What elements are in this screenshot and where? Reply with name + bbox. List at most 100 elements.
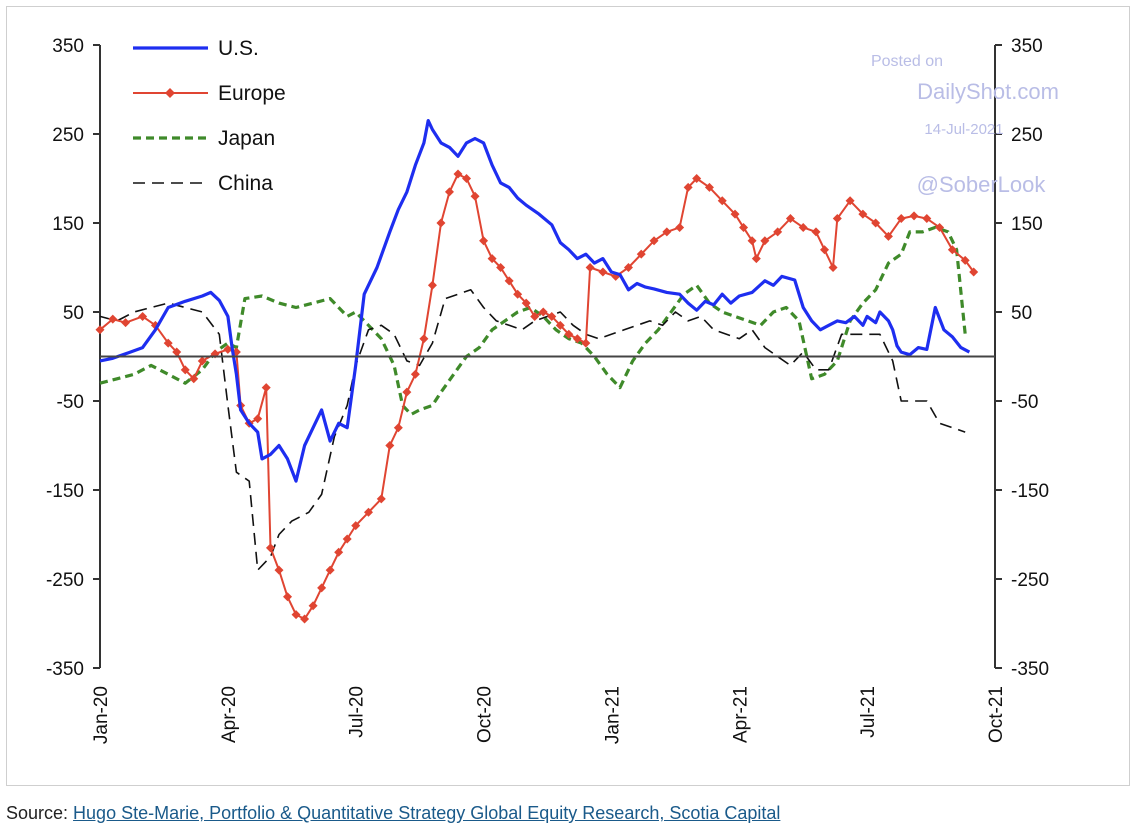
left-y-tick-label: -50 <box>57 392 84 413</box>
series-marker-europe <box>479 236 489 246</box>
series-marker-europe <box>427 280 437 290</box>
series-marker-europe <box>747 236 757 246</box>
series-marker-europe <box>487 254 497 264</box>
series-marker-europe <box>342 534 352 544</box>
series-marker-europe <box>163 338 173 348</box>
watermark-posted-on: Posted on <box>871 53 943 70</box>
right-y-tick-label: 350 <box>1011 36 1043 57</box>
series-marker-europe <box>845 196 855 206</box>
series-marker-europe <box>636 249 646 259</box>
x-tick-label: Apr-21 <box>730 686 751 743</box>
series-marker-europe <box>402 387 412 397</box>
left-y-tick-label: -150 <box>46 481 84 502</box>
series-marker-europe <box>138 311 148 321</box>
right-y-tick-label: 150 <box>1011 214 1043 235</box>
series-marker-europe <box>496 263 506 272</box>
series-marker-europe <box>223 344 233 354</box>
series-marker-europe <box>547 311 557 321</box>
series-marker-europe <box>274 565 284 575</box>
series-marker-europe <box>419 334 429 344</box>
watermark-date: 14-Jul-2021 <box>924 121 1003 138</box>
series-marker-europe <box>683 182 693 192</box>
series-marker-europe <box>265 543 275 553</box>
series-marker-europe <box>351 521 361 531</box>
series-marker-europe <box>317 583 327 593</box>
series-marker-europe <box>504 276 514 286</box>
x-tick-label: Oct-20 <box>475 686 496 743</box>
series-marker-europe <box>253 414 263 424</box>
series-marker-europe <box>364 507 373 517</box>
series-marker-europe <box>798 222 808 232</box>
series-marker-europe <box>121 318 131 328</box>
series-marker-europe <box>555 320 565 330</box>
series-marker-europe <box>462 174 472 183</box>
series-marker-europe <box>538 307 548 317</box>
source-link[interactable]: Hugo Ste-Marie, Portfolio & Quantitative… <box>73 803 781 823</box>
series-marker-europe <box>513 289 523 299</box>
series-line-europe <box>99 173 975 620</box>
series-marker-europe <box>960 255 970 265</box>
x-tick-label: Jan-21 <box>602 686 623 744</box>
source-note: Source: Hugo Ste-Marie, Portfolio & Quan… <box>6 803 780 824</box>
legend-label-japan: Japan <box>218 127 275 150</box>
series-marker-europe <box>291 610 301 620</box>
x-tick-label: Jul-20 <box>347 686 368 738</box>
series-marker-europe <box>444 187 454 197</box>
source-prefix: Source: <box>6 803 74 823</box>
series-marker-europe <box>598 267 608 277</box>
series-marker-europe <box>189 374 199 384</box>
series-line-japan <box>99 225 967 416</box>
series-marker-europe <box>300 614 310 624</box>
right-y-tick-label: 250 <box>1011 125 1043 146</box>
series-marker-europe <box>730 209 740 219</box>
series-marker-europe <box>376 494 386 504</box>
series-marker-europe <box>470 191 480 201</box>
series-marker-europe <box>261 383 271 393</box>
series-marker-europe <box>393 423 403 433</box>
legend-marker-europe <box>165 88 175 98</box>
series-marker-europe <box>922 214 932 224</box>
left-y-tick-label: 350 <box>52 36 84 57</box>
left-y-tick-label: -350 <box>46 659 84 680</box>
right-y-tick-label: -50 <box>1011 392 1038 413</box>
legend-label-china: China <box>218 172 273 195</box>
series-marker-europe <box>935 222 945 232</box>
right-y-tick-label: -350 <box>1011 659 1049 680</box>
series-marker-europe <box>760 236 770 246</box>
left-y-tick-label: 250 <box>52 125 84 146</box>
series-marker-europe <box>692 174 702 183</box>
series-marker-europe <box>564 329 574 339</box>
right-y-tick-label: -150 <box>1011 481 1049 502</box>
series-marker-europe <box>704 182 714 192</box>
series-marker-europe <box>773 227 783 237</box>
series-marker-europe <box>325 565 335 575</box>
series-marker-europe <box>95 325 105 335</box>
series-marker-europe <box>969 267 979 277</box>
watermark-site: DailyShot.com <box>917 79 1059 104</box>
line-chart: 350 350 250 250 150 150 50 50 -50 -50 -150 -150 -250… <box>46 36 1059 744</box>
series-marker-europe <box>308 601 318 611</box>
series-marker-europe <box>832 214 842 224</box>
legend-label-europe: Europe <box>218 82 286 105</box>
series-marker-europe <box>883 231 893 241</box>
series-marker-europe <box>521 298 531 308</box>
x-tick-label: Jul-21 <box>858 686 879 738</box>
right-y-tick-label: 50 <box>1011 303 1032 324</box>
series-marker-europe <box>739 222 749 232</box>
x-tick-label: Oct-21 <box>986 686 1007 743</box>
left-y-tick-label: -250 <box>46 570 84 591</box>
chart-frame <box>6 6 1130 786</box>
series-marker-europe <box>585 263 595 272</box>
series-marker-europe <box>436 218 446 228</box>
series-marker-europe <box>108 314 118 324</box>
series-line-china <box>99 289 966 571</box>
series-marker-europe <box>197 356 207 366</box>
series-marker-europe <box>896 214 906 224</box>
right-y-tick-label: -250 <box>1011 570 1049 591</box>
series-marker-europe <box>530 311 540 321</box>
series-marker-europe <box>828 263 838 272</box>
series-marker-europe <box>871 218 881 228</box>
left-y-tick-label: 150 <box>52 214 84 235</box>
series-marker-europe <box>820 245 830 255</box>
x-tick-label: Apr-20 <box>219 686 240 743</box>
